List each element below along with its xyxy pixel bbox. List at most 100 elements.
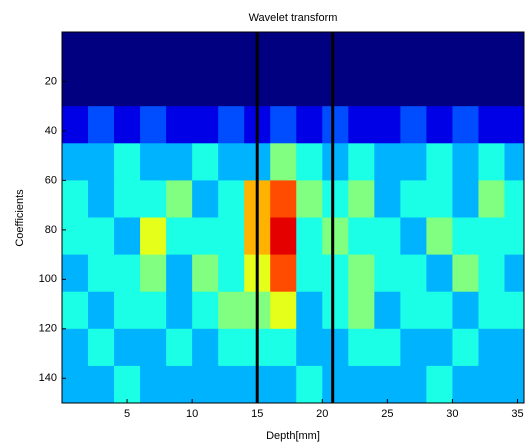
heatmap-cell: [348, 180, 375, 218]
heatmap-cell: [140, 106, 167, 144]
heatmap-cell: [322, 328, 349, 367]
heatmap-cell: [166, 328, 193, 367]
heatmap-cell: [270, 365, 297, 403]
heatmap-cell: [374, 32, 401, 70]
heatmap-cell: [374, 143, 401, 181]
heatmap-cell: [62, 328, 89, 367]
heatmap-cell: [140, 365, 167, 403]
heatmap-cell: [452, 143, 479, 181]
heatmap-cell: [478, 69, 505, 107]
heatmap-cell: [426, 180, 453, 218]
heatmap-cell: [218, 32, 245, 70]
heatmap-cell: [218, 328, 245, 367]
y-axis-label: Coefficients: [14, 189, 26, 247]
heatmap-cell: [270, 291, 297, 330]
heatmap-cell: [270, 328, 297, 367]
heatmap-cell: [504, 69, 524, 107]
heatmap-cell: [348, 69, 375, 107]
heatmap-cell: [426, 365, 453, 403]
heatmap-cell: [504, 365, 524, 403]
heatmap-cell: [218, 254, 245, 293]
heatmap-cell: [62, 143, 89, 181]
heatmap-cell: [452, 291, 479, 330]
heatmap-cell: [218, 106, 245, 144]
heatmap-cell: [62, 217, 89, 256]
heatmap-cell: [374, 365, 401, 403]
chart-title: Wavelet transform: [249, 12, 338, 24]
heatmap-cell: [218, 69, 245, 107]
heatmap-cell: [192, 106, 219, 144]
y-tick-label: 60: [45, 174, 57, 186]
heatmap-cell: [88, 180, 115, 218]
x-tick-label: 25: [381, 408, 393, 420]
x-tick-label: 10: [186, 408, 198, 420]
heatmap-cell: [478, 254, 505, 293]
heatmap-cell: [400, 217, 427, 256]
heatmap-cell: [348, 32, 375, 70]
heatmap-cell: [296, 180, 323, 218]
heatmap-cell: [322, 106, 349, 144]
heatmap-cell: [322, 32, 349, 70]
heatmap-cell: [88, 143, 115, 181]
x-axis-label: Depth[mm]: [266, 430, 320, 442]
heatmap-cell: [426, 106, 453, 144]
heatmap-cell: [504, 106, 524, 144]
heatmap-cell: [166, 106, 193, 144]
heatmap-cell: [374, 180, 401, 218]
heatmap-cell: [140, 254, 167, 293]
heatmap-cell: [400, 328, 427, 367]
heatmap-cell: [348, 254, 375, 293]
y-tick-label: 100: [39, 273, 57, 285]
heatmap-cell: [426, 328, 453, 367]
heatmap-cell: [218, 365, 245, 403]
heatmap-cell: [140, 291, 167, 330]
heatmap-cell: [88, 254, 115, 293]
heatmap-cell: [348, 143, 375, 181]
y-tick-label: 20: [45, 75, 57, 87]
heatmap-cell: [114, 32, 141, 70]
heatmap-cell: [296, 254, 323, 293]
heatmap-cell: [62, 69, 89, 107]
heatmap-cell: [270, 254, 297, 293]
heatmap-cell: [296, 291, 323, 330]
heatmap-cell: [478, 180, 505, 218]
heatmap-cell: [504, 32, 524, 70]
heatmap-cell: [140, 217, 167, 256]
heatmap-cell: [374, 254, 401, 293]
heatmap-cell: [140, 32, 167, 70]
heatmap-cell: [296, 143, 323, 181]
heatmap-cell: [426, 69, 453, 107]
heatmap-cell: [296, 217, 323, 256]
y-tick-label: 120: [39, 323, 57, 335]
heatmap-cell: [88, 217, 115, 256]
heatmap-cell: [504, 254, 524, 293]
heatmap-cell: [504, 143, 524, 181]
heatmap-cell: [62, 365, 89, 403]
y-tick-label: 140: [39, 372, 57, 384]
heatmap-cell: [270, 143, 297, 181]
heatmap-cell: [478, 106, 505, 144]
heatmap-cell: [348, 328, 375, 367]
heatmap-cell: [322, 143, 349, 181]
heatmap-cell: [296, 365, 323, 403]
heatmap-cell: [504, 217, 524, 256]
heatmap-cell: [114, 291, 141, 330]
heatmap-cell: [348, 106, 375, 144]
heatmap-cell: [88, 106, 115, 144]
heatmap-cell: [400, 291, 427, 330]
heatmap-cell: [478, 32, 505, 70]
heatmap-cell: [62, 254, 89, 293]
heatmap-cell: [218, 180, 245, 218]
heatmap-cell: [218, 291, 245, 330]
heatmap-cell: [192, 217, 219, 256]
x-tick-label: 30: [446, 408, 458, 420]
heatmap-cell: [322, 291, 349, 330]
heatmap-cell: [322, 180, 349, 218]
heatmap-cell: [296, 32, 323, 70]
heatmap-cell: [88, 32, 115, 70]
heatmap-cell: [374, 291, 401, 330]
heatmap-cell: [114, 180, 141, 218]
heatmap-cell: [504, 180, 524, 218]
heatmap-cell: [88, 291, 115, 330]
heatmap-cell: [270, 69, 297, 107]
